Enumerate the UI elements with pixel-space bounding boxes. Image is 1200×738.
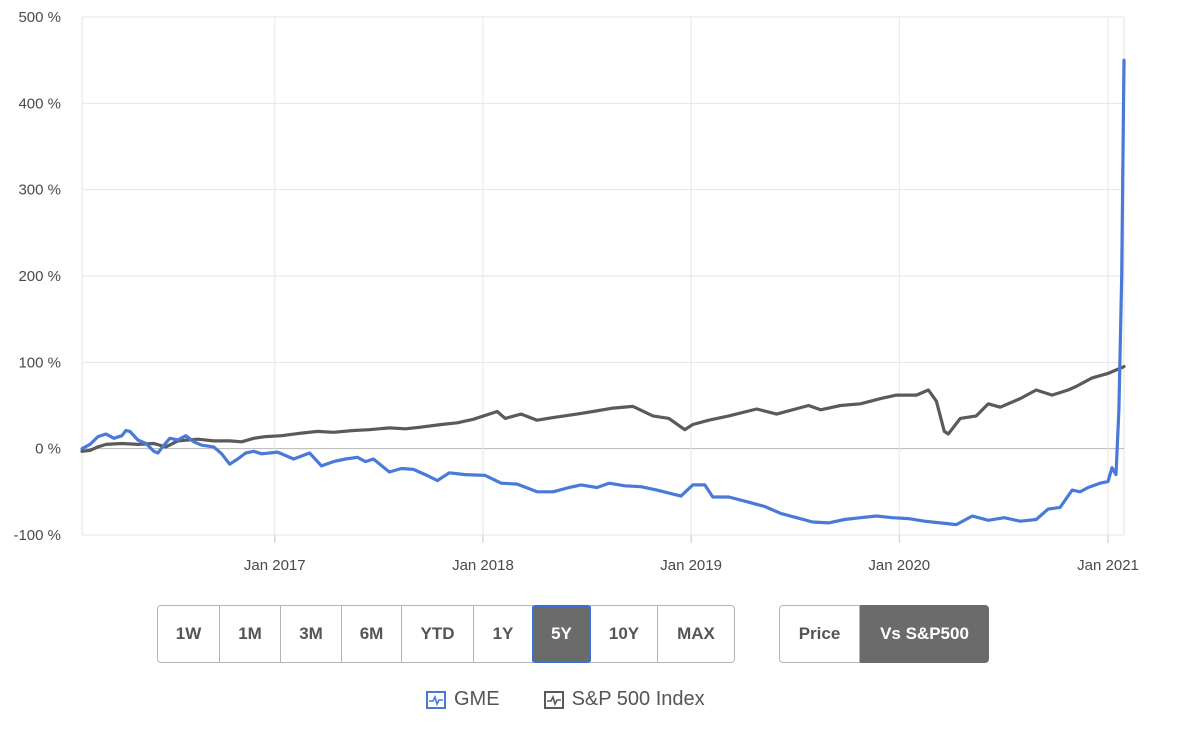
y-tick-label: -100 % bbox=[13, 527, 61, 544]
x-tick-label: Jan 2020 bbox=[868, 557, 930, 574]
x-tick-label: Jan 2019 bbox=[660, 557, 722, 574]
line-chart: 500 % 400 % 300 % 200 % 100 % 0 % -100 % Jan 20… bbox=[13, 9, 1138, 574]
range-button-1y[interactable]: 1Y bbox=[473, 605, 533, 663]
y-tick-label: 200 % bbox=[18, 268, 61, 285]
range-button-6m[interactable]: 6M bbox=[341, 605, 402, 663]
range-selector: 1W 1M 3M 6M YTD 1Y 5Y 10Y MAX bbox=[157, 605, 735, 663]
x-tick-label: Jan 2018 bbox=[452, 557, 514, 574]
sp500-series-line bbox=[80, 365, 1126, 453]
series-layer bbox=[80, 58, 1126, 527]
range-button-10y[interactable]: 10Y bbox=[590, 605, 658, 663]
range-button-1w[interactable]: 1W bbox=[157, 605, 220, 663]
y-tick-label: 0 % bbox=[35, 441, 61, 458]
y-tick-label: 100 % bbox=[18, 354, 61, 371]
x-tick-label: Jan 2017 bbox=[244, 557, 306, 574]
gme-series-line bbox=[80, 58, 1126, 527]
range-button-1m[interactable]: 1M bbox=[219, 605, 281, 663]
range-button-3m[interactable]: 3M bbox=[280, 605, 342, 663]
range-button-ytd[interactable]: YTD bbox=[401, 605, 474, 663]
y-tick-label: 400 % bbox=[18, 95, 61, 112]
legend-label-sp500: S&P 500 Index bbox=[571, 688, 705, 710]
axis-labels: 500 % 400 % 300 % 200 % 100 % 0 % -100 % Jan 20… bbox=[13, 9, 1138, 574]
range-button-max[interactable]: MAX bbox=[657, 605, 735, 663]
line-series-icon bbox=[426, 690, 446, 709]
range-button-5y[interactable]: 5Y bbox=[532, 605, 591, 663]
mode-selector: Price Vs S&P500 bbox=[779, 605, 989, 663]
y-tick-label: 500 % bbox=[18, 9, 61, 26]
legend-item-sp500[interactable]: S&P 500 Index bbox=[543, 688, 705, 711]
line-series-icon bbox=[543, 690, 564, 709]
x-tick-label: Jan 2021 bbox=[1077, 557, 1139, 574]
y-tick-label: 300 % bbox=[18, 182, 61, 199]
legend-label-gme: GME bbox=[454, 688, 500, 710]
chart-legend: GME S&P 500 Index bbox=[426, 688, 705, 711]
price-mode-button[interactable]: Price bbox=[779, 605, 860, 663]
vs-sp500-mode-button[interactable]: Vs S&P500 bbox=[860, 605, 989, 663]
grid-layer bbox=[81, 16, 1125, 543]
legend-item-gme[interactable]: GME bbox=[426, 688, 500, 711]
